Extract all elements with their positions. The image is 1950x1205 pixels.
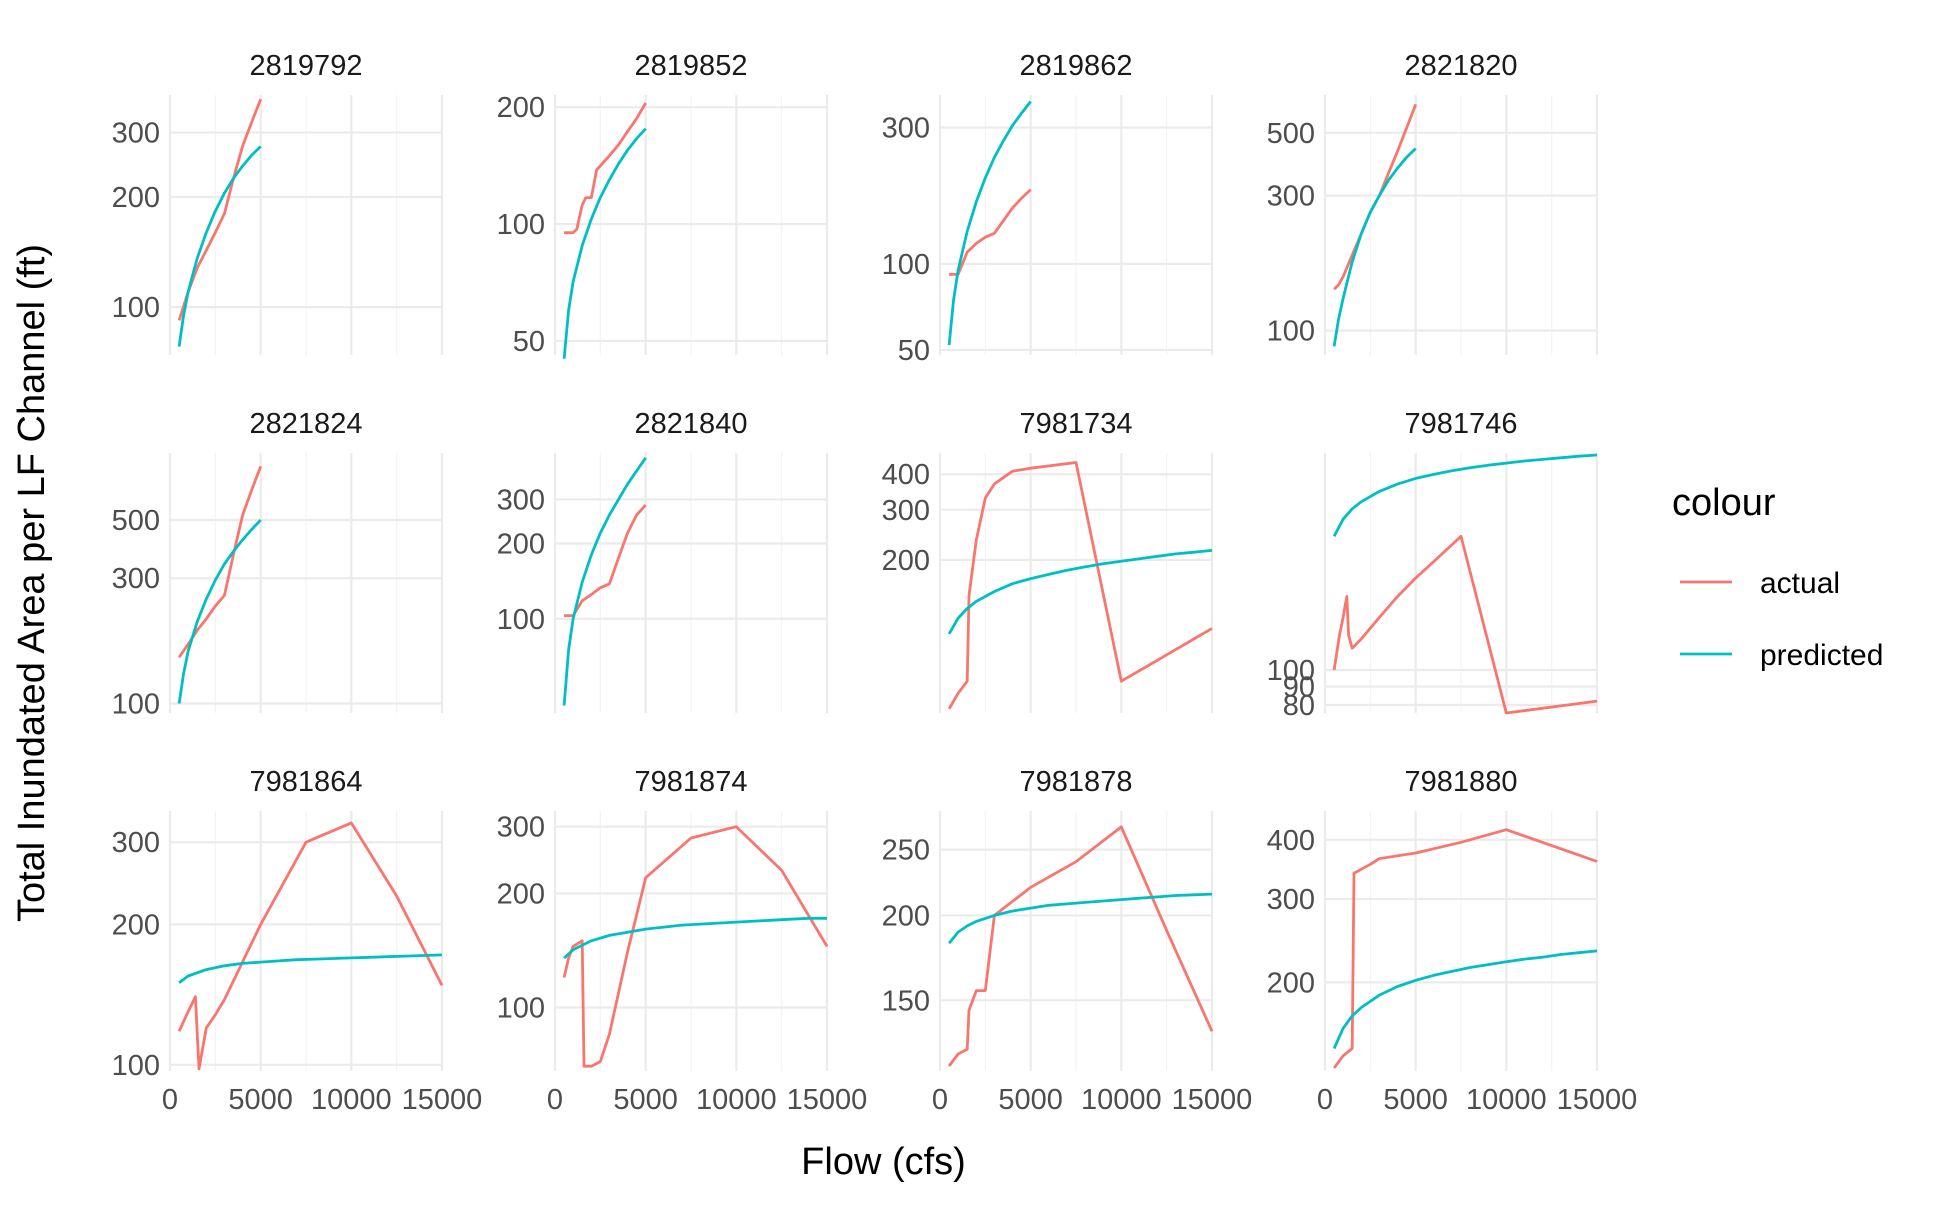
- x-tick-label: 10000: [311, 1084, 392, 1116]
- legend-title: colour: [1672, 482, 1776, 524]
- y-tick-label: 200: [882, 900, 930, 932]
- series-line-predicted-7981878: [948, 892, 1213, 945]
- x-tick-label: 5000: [228, 1084, 293, 1116]
- y-tick-label: 100: [112, 688, 160, 720]
- y-tick-label: 250: [882, 835, 930, 867]
- x-axis-title: Flow (cfs): [801, 1141, 966, 1183]
- y-tick-label: 200: [497, 528, 545, 560]
- x-tick-label: 0: [1317, 1084, 1333, 1116]
- y-tick-label: 80: [1283, 690, 1315, 722]
- y-tick-label: 300: [1267, 884, 1315, 916]
- y-tick-label: 200: [1267, 967, 1315, 999]
- y-tick-label: 300: [497, 484, 545, 516]
- y-tick-label: 300: [1267, 181, 1315, 213]
- y-tick-label: 100: [497, 993, 545, 1025]
- x-tick-label: 5000: [613, 1084, 678, 1116]
- x-tick-label: 15000: [1172, 1084, 1253, 1116]
- x-tick-label: 5000: [998, 1084, 1063, 1116]
- panel-title-7981874: 7981874: [635, 766, 748, 798]
- x-tick-label: 10000: [1081, 1084, 1162, 1116]
- y-tick-label: 100: [112, 292, 160, 324]
- x-tick-label: 10000: [696, 1084, 777, 1116]
- y-tick-label: 50: [513, 326, 545, 358]
- y-tick-label: 500: [112, 505, 160, 537]
- y-tick-label: 300: [112, 827, 160, 859]
- series-line-actual-7981874: [562, 825, 829, 1068]
- y-tick-label: 100: [497, 604, 545, 636]
- series-line-actual-7981880: [1332, 828, 1598, 1069]
- y-axis-title: Total Inundated Area per LF Channel (ft): [11, 244, 53, 922]
- series-line-predicted-2821820: [1332, 147, 1417, 347]
- legend-label-predicted: predicted: [1760, 639, 1883, 672]
- series-line-actual-2819862: [949, 188, 1032, 276]
- y-tick-label: 300: [882, 113, 930, 145]
- y-tick-label: 200: [112, 182, 160, 214]
- y-tick-label: 100: [1267, 655, 1315, 687]
- series-line-actual-2821824: [177, 465, 263, 659]
- y-tick-label: 100: [882, 249, 930, 281]
- y-tick-label: 200: [497, 878, 545, 910]
- x-tick-label: 0: [162, 1084, 178, 1116]
- series-line-actual-7981734: [947, 461, 1213, 710]
- series-line-predicted-7981746: [1332, 453, 1598, 537]
- x-tick-label: 15000: [787, 1084, 868, 1116]
- x-tick-label: 0: [932, 1084, 948, 1116]
- y-tick-label: 300: [112, 118, 160, 150]
- panel-title-2821824: 2821824: [250, 408, 363, 440]
- panel-title-7981880: 7981880: [1405, 766, 1518, 798]
- series-line-predicted-2819862: [947, 100, 1032, 346]
- panel-title-2819852: 2819852: [635, 50, 748, 82]
- x-tick-label: 5000: [1383, 1084, 1448, 1116]
- series-line-predicted-2821840: [562, 457, 647, 706]
- panel-title-7981746: 7981746: [1405, 408, 1518, 440]
- y-tick-label: 90: [1283, 672, 1315, 704]
- y-tick-label: 500: [1267, 118, 1315, 150]
- y-tick-label: 200: [882, 545, 930, 577]
- panel-title-2819862: 2819862: [1020, 50, 1133, 82]
- panel-title-7981878: 7981878: [1020, 766, 1133, 798]
- x-tick-label: 15000: [1557, 1084, 1638, 1116]
- panel-title-7981734: 7981734: [1020, 408, 1133, 440]
- y-tick-label: 400: [1267, 825, 1315, 857]
- y-tick-label: 300: [497, 812, 545, 844]
- series-line-actual-7981746: [1332, 534, 1598, 715]
- series-line-actual-7981864: [177, 821, 444, 1071]
- y-tick-label: 200: [497, 92, 545, 124]
- y-tick-label: 150: [882, 985, 930, 1017]
- panel-title-2819792: 2819792: [250, 50, 363, 82]
- series-line-predicted-7981874: [563, 916, 827, 960]
- y-tick-label: 50: [898, 335, 930, 367]
- y-tick-label: 200: [112, 909, 160, 941]
- y-tick-label: 300: [112, 563, 160, 595]
- y-tick-label: 100: [112, 1050, 160, 1082]
- y-tick-label: 100: [1267, 316, 1315, 348]
- series-line-predicted-7981880: [1332, 949, 1598, 1050]
- y-tick-label: 100: [497, 209, 545, 241]
- x-tick-label: 10000: [1466, 1084, 1547, 1116]
- series-line-actual-2819852: [564, 102, 647, 235]
- series-line-predicted-7981864: [178, 953, 443, 984]
- series-line-actual-7981878: [947, 825, 1214, 1067]
- panel-title-2821840: 2821840: [635, 408, 748, 440]
- x-tick-label: 0: [547, 1084, 563, 1116]
- series-line-predicted-2819852: [562, 127, 647, 359]
- y-tick-label: 300: [882, 495, 930, 527]
- series-line-predicted-7981734: [947, 549, 1213, 635]
- legend-label-actual: actual: [1760, 567, 1840, 600]
- y-tick-label: 400: [882, 459, 930, 491]
- series-line-predicted-2819792: [177, 145, 262, 347]
- x-tick-label: 15000: [402, 1084, 483, 1116]
- series-line-actual-2821840: [564, 504, 647, 617]
- panel-title-7981864: 7981864: [250, 766, 363, 798]
- panel-title-2821820: 2821820: [1405, 50, 1518, 82]
- series-line-predicted-2821824: [177, 519, 262, 704]
